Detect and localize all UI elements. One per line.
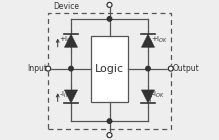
Circle shape: [146, 66, 150, 71]
Circle shape: [69, 66, 73, 71]
Bar: [48, 13, 171, 129]
Text: Output: Output: [172, 64, 199, 73]
Circle shape: [107, 133, 112, 138]
Polygon shape: [141, 34, 155, 47]
Polygon shape: [64, 34, 78, 47]
Bar: [91, 36, 128, 102]
Text: -I$_{OK}$: -I$_{OK}$: [151, 89, 165, 100]
Polygon shape: [64, 90, 78, 103]
Polygon shape: [141, 90, 155, 103]
Circle shape: [107, 119, 112, 123]
Text: Logic: Logic: [95, 64, 124, 74]
Text: +I$_{IK}$: +I$_{IK}$: [59, 35, 74, 45]
Text: Device: Device: [53, 2, 79, 11]
Circle shape: [107, 2, 112, 7]
Circle shape: [168, 66, 173, 71]
Text: +I$_{OK}$: +I$_{OK}$: [151, 35, 169, 45]
Circle shape: [46, 66, 51, 71]
Text: -I$_{IK}$: -I$_{IK}$: [59, 89, 71, 100]
Text: Input: Input: [27, 64, 47, 73]
Circle shape: [107, 17, 112, 21]
